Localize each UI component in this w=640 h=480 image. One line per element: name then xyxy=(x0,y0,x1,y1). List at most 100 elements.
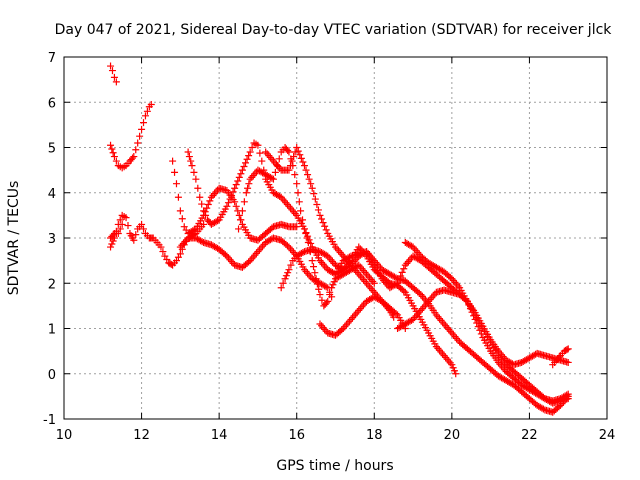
data-point xyxy=(268,155,276,163)
data-point xyxy=(445,357,453,365)
series-arc-c xyxy=(107,211,208,269)
y-tick-label: 2 xyxy=(48,277,56,292)
data-point xyxy=(285,266,293,274)
data-point xyxy=(242,159,250,167)
data-point xyxy=(231,198,239,206)
data-point xyxy=(200,207,208,215)
data-point xyxy=(172,180,180,188)
data-point xyxy=(355,270,363,278)
data-point xyxy=(248,255,256,263)
data-point xyxy=(443,324,451,332)
data-point xyxy=(238,166,246,174)
data-point xyxy=(446,273,454,281)
data-point xyxy=(356,272,364,280)
data-point xyxy=(322,299,330,307)
data-point xyxy=(367,285,375,293)
data-point xyxy=(414,248,422,256)
data-point xyxy=(397,272,405,280)
data-point xyxy=(563,391,571,399)
data-point xyxy=(287,261,295,269)
data-point xyxy=(246,175,254,183)
data-point xyxy=(319,324,327,332)
data-point xyxy=(244,184,252,192)
data-point xyxy=(359,301,367,309)
data-point xyxy=(352,310,360,318)
data-point xyxy=(285,202,293,210)
data-point xyxy=(392,310,400,318)
data-point xyxy=(194,184,202,192)
data-point xyxy=(313,280,321,288)
data-point xyxy=(287,162,295,170)
data-point xyxy=(235,211,243,219)
data-point xyxy=(235,225,243,233)
data-point xyxy=(282,272,290,280)
data-point xyxy=(243,155,251,163)
data-point xyxy=(245,258,253,266)
data-point xyxy=(108,67,116,75)
data-point xyxy=(107,62,115,70)
data-point xyxy=(299,248,307,256)
data-point xyxy=(228,258,236,266)
data-point xyxy=(321,325,329,333)
data-point xyxy=(338,250,346,258)
data-point xyxy=(363,279,371,287)
data-point xyxy=(428,294,436,302)
data-point xyxy=(418,305,426,313)
data-point xyxy=(403,259,411,267)
data-point xyxy=(249,253,257,261)
data-point xyxy=(196,193,204,201)
data-point xyxy=(110,73,118,81)
data-point xyxy=(112,78,120,86)
data-point xyxy=(356,305,364,313)
data-point xyxy=(188,162,196,170)
data-point xyxy=(198,200,206,208)
data-point xyxy=(232,202,240,210)
data-point xyxy=(338,326,346,334)
data-point xyxy=(114,229,122,237)
data-point xyxy=(109,231,117,239)
data-point xyxy=(294,189,302,197)
data-point xyxy=(245,152,253,160)
data-point xyxy=(176,207,184,215)
data-point xyxy=(271,168,279,176)
y-tick-label: 0 xyxy=(48,368,56,383)
data-point xyxy=(466,305,474,313)
y-tick-label: 1 xyxy=(48,323,56,338)
x-tick-label: 10 xyxy=(56,428,73,443)
data-point xyxy=(476,326,484,334)
data-point xyxy=(465,301,473,309)
data-point xyxy=(269,175,277,183)
data-point xyxy=(327,256,335,264)
data-point xyxy=(361,268,369,276)
data-point xyxy=(355,306,363,314)
data-point xyxy=(140,225,148,233)
data-point xyxy=(439,350,447,358)
data-point xyxy=(169,157,177,165)
data-point xyxy=(112,157,120,165)
data-point xyxy=(251,251,259,259)
data-point xyxy=(283,201,291,209)
data-point xyxy=(329,281,337,289)
data-point xyxy=(235,173,243,181)
data-point xyxy=(255,246,263,254)
data-point xyxy=(293,144,301,151)
data-point xyxy=(124,222,132,230)
data-point xyxy=(297,207,305,215)
data-point xyxy=(297,154,305,162)
data-point xyxy=(226,256,234,264)
data-point xyxy=(434,344,442,352)
data-point xyxy=(184,148,192,156)
data-point xyxy=(293,223,301,231)
data-point xyxy=(564,358,572,366)
data-point xyxy=(330,278,338,286)
data-point xyxy=(192,175,200,183)
data-point xyxy=(420,303,428,311)
data-point xyxy=(369,277,377,285)
data-point xyxy=(319,219,327,227)
data-point xyxy=(452,370,460,378)
data-point xyxy=(370,279,378,287)
data-point xyxy=(366,274,374,282)
data-point xyxy=(335,247,343,255)
data-point xyxy=(277,284,285,292)
data-point xyxy=(302,166,310,174)
